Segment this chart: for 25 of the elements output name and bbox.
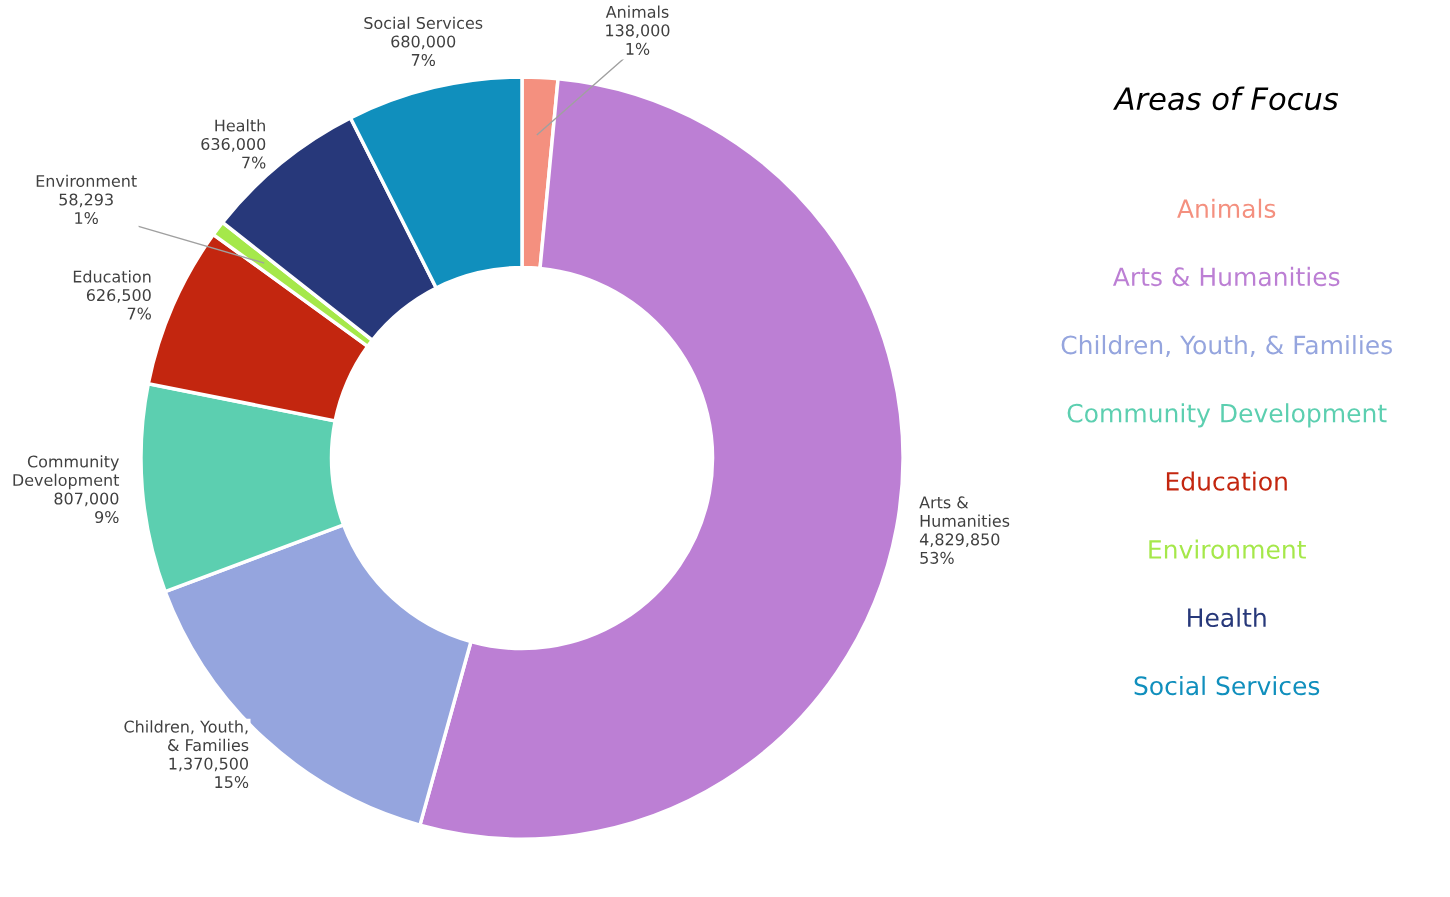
data-label: 807,000 9%	[54, 492, 119, 524]
slice-label: Environment	[36, 174, 137, 188]
data-label: 138,000 1%	[606, 24, 670, 55]
slice-label: Animals	[605, 5, 669, 18]
slice-label: Arts & Humanities	[1112, 266, 1340, 287]
data-label: 1,370,500 15%	[169, 757, 249, 789]
category-label: Social Services	[1134, 675, 1320, 696]
slice-label: Arts & Humanities	[919, 496, 1010, 527]
data-label: 58,293 1%	[59, 193, 113, 225]
category-label: Children, Youth, & Families	[1061, 335, 1392, 357]
legend-title: Areas of Focus	[1113, 86, 1339, 111]
data-label: 680,000 7%	[391, 35, 456, 66]
data-label: 626,500 7%	[86, 289, 151, 320]
category-label: Environment	[1149, 539, 1306, 559]
slice-label: Community Development	[13, 455, 120, 490]
category-label: Education	[1166, 471, 1287, 491]
category-label: Animals	[1177, 198, 1276, 219]
data-label: 4,829,850 53%	[919, 533, 1000, 564]
slice-label: Children, Youth, & Families	[124, 720, 249, 752]
data-label: 636,000 7%	[201, 137, 266, 169]
slice-label: Health	[215, 119, 265, 132]
slice-label: Social Services	[364, 16, 483, 30]
category-label: Health	[1188, 607, 1266, 628]
category-label: Community Development	[1067, 403, 1387, 428]
slice-label: Education	[73, 270, 151, 283]
